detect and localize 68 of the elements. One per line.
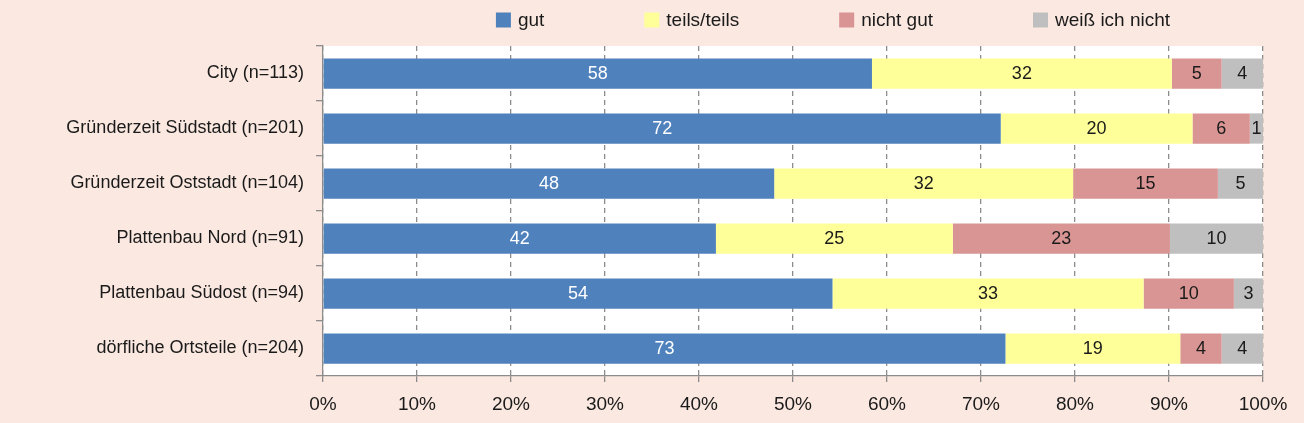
y-tick-label: Gründerzeit Oststadt (n=104) (70, 172, 304, 193)
data-label: 15 (1135, 173, 1156, 194)
bar (1217, 168, 1263, 199)
bar (323, 333, 1006, 364)
bar (323, 278, 833, 309)
data-label: 33 (978, 283, 999, 304)
y-tick-label: City (n=113) (206, 62, 304, 83)
bar (1000, 113, 1193, 144)
bar (323, 168, 775, 199)
data-label: 19 (1082, 338, 1103, 359)
legend-label: teils/teils (666, 9, 740, 31)
data-label: 4 (1237, 63, 1248, 84)
bar (1180, 333, 1222, 364)
data-label: 54 (568, 283, 589, 304)
data-label: 32 (1011, 63, 1032, 84)
bar (715, 223, 953, 254)
x-tick-label: 0% (309, 392, 337, 414)
x-tick-label: 10% (397, 392, 437, 414)
data-label: 20 (1086, 118, 1107, 139)
legend-label: weiß ich nicht (1054, 9, 1171, 31)
data-label: 6 (1216, 118, 1227, 139)
x-tick-label: 90% (1149, 392, 1189, 414)
data-label: 23 (1051, 228, 1072, 249)
legend-label: nicht gut (861, 9, 934, 31)
data-label: 25 (824, 228, 845, 249)
bar (1005, 333, 1181, 364)
y-tick-label: dörfliche Ortsteile (n=204) (96, 337, 304, 358)
legend-label: gut (517, 9, 546, 31)
bar (1233, 278, 1263, 309)
data-label: 48 (538, 173, 559, 194)
x-tick-label: 80% (1055, 392, 1095, 414)
data-label: 10 (1178, 283, 1199, 304)
bar (952, 223, 1170, 254)
x-tick-label: 30% (585, 392, 625, 414)
y-tick-label: Plattenbau Südost (n=94) (99, 282, 304, 303)
bar (1192, 113, 1250, 144)
x-tick-label: 40% (679, 392, 719, 414)
data-label: 1 (1251, 118, 1262, 139)
data-label: 3 (1243, 283, 1254, 304)
data-label: 4 (1237, 338, 1248, 359)
bar (832, 278, 1144, 309)
bar (323, 113, 1001, 144)
data-label: 10 (1206, 228, 1227, 249)
bar (871, 58, 1172, 89)
bar (1221, 58, 1263, 89)
bar (323, 223, 716, 254)
x-tick-label: 70% (961, 392, 1001, 414)
data-label: 72 (652, 118, 673, 139)
bar (1143, 278, 1234, 309)
data-label: 73 (654, 338, 675, 359)
bar (1073, 168, 1218, 199)
data-label: 4 (1195, 338, 1206, 359)
y-tick-label: Gründerzeit Südstadt (n=201) (66, 117, 304, 138)
bar (1169, 223, 1263, 254)
y-tick-label: Plattenbau Nord (n=91) (116, 227, 304, 248)
x-tick-label: 60% (867, 392, 907, 414)
x-tick-label: 50% (773, 392, 813, 414)
bar (774, 168, 1074, 199)
bar (1221, 333, 1263, 364)
x-tick-label: 20% (491, 392, 531, 414)
data-label: 58 (587, 63, 608, 84)
data-label: 5 (1235, 173, 1246, 194)
bar (1171, 58, 1222, 89)
data-label: 32 (913, 173, 934, 194)
data-label: 5 (1191, 63, 1202, 84)
data-label: 42 (509, 228, 530, 249)
x-tick-label: 100% (1238, 392, 1288, 414)
bar (323, 58, 872, 89)
